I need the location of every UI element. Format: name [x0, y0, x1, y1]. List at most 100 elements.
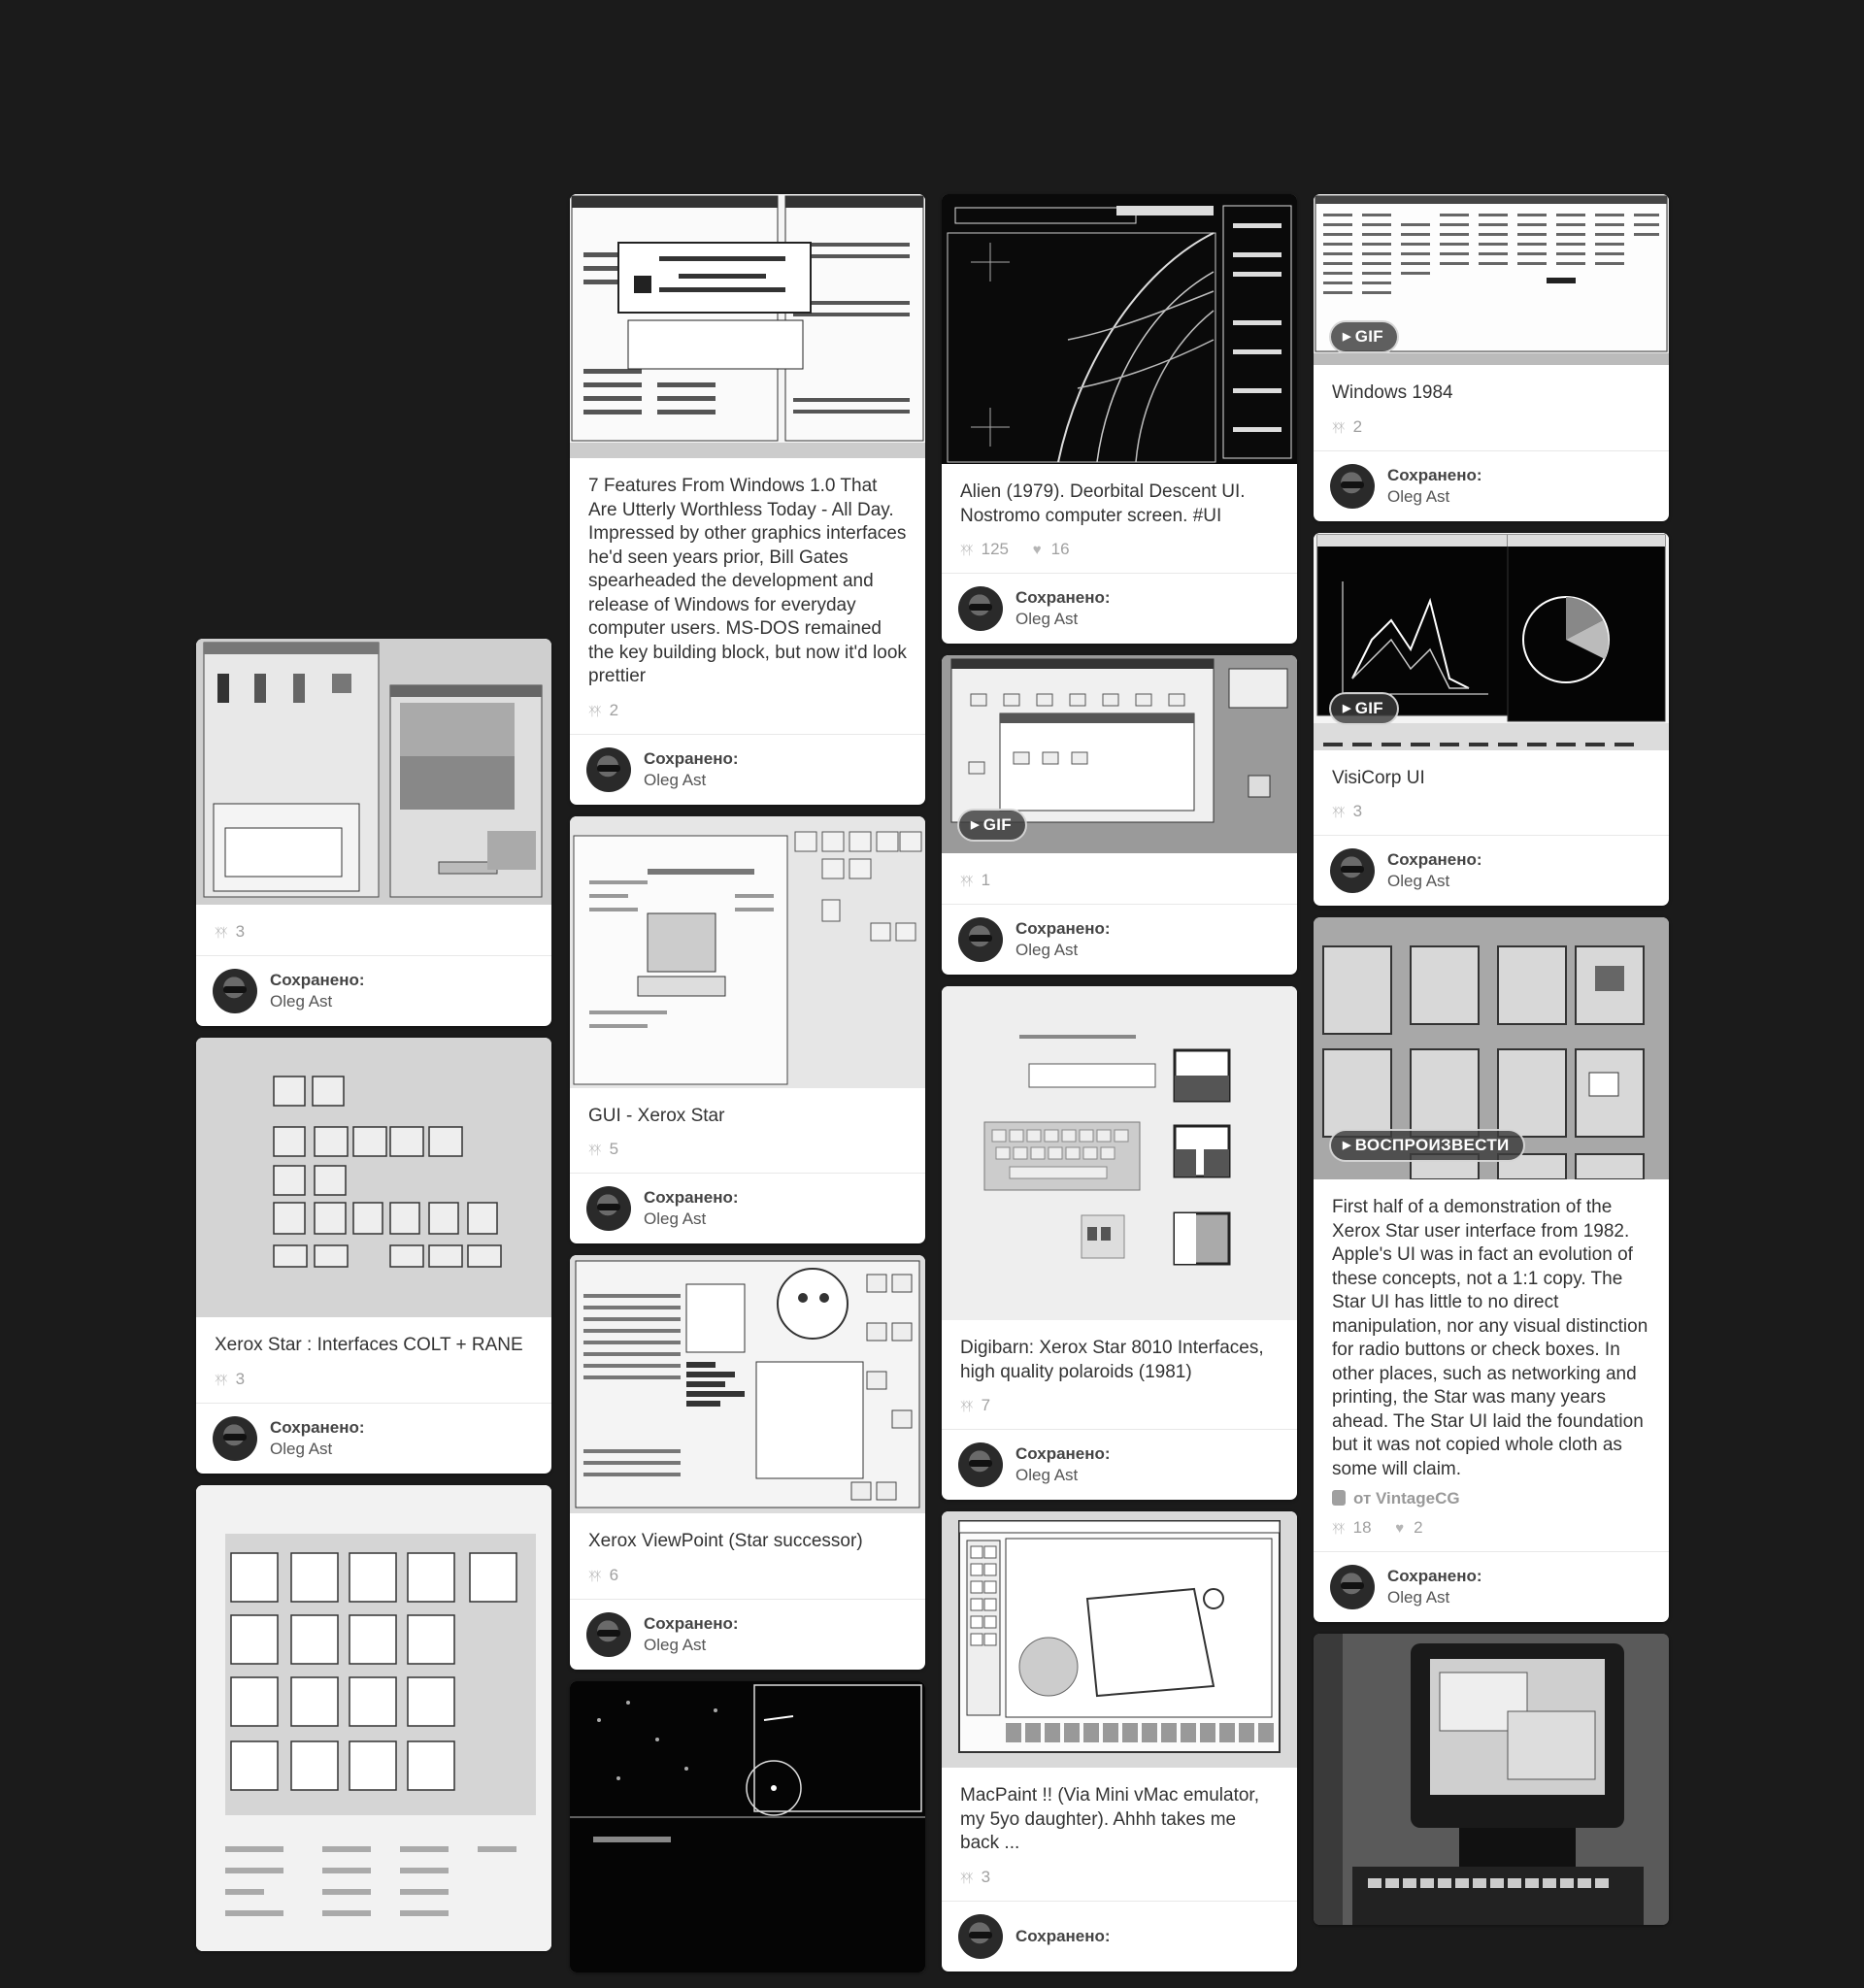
- avatar[interactable]: [958, 917, 1003, 962]
- pin-card[interactable]: [570, 1680, 925, 1972]
- repin-icon: ᛡᛡ: [215, 1372, 228, 1387]
- gif-badge[interactable]: ▶ GIF: [1329, 691, 1399, 725]
- pin-image[interactable]: ▶ GIF: [1314, 194, 1669, 365]
- pin-card[interactable]: [1314, 1634, 1669, 1925]
- pin-column-3: Alien (1979). Deorbital Descent UI. Nost…: [942, 194, 1297, 1983]
- pin-description: Digibarn: Xerox Star 8010 Interfaces, hi…: [960, 1338, 1264, 1382]
- pin-card[interactable]: Xerox Star : Interfaces COLT + RANE ᛡᛡ 3 …: [196, 1038, 551, 1474]
- avatar[interactable]: [958, 1913, 1003, 1959]
- repin-count: ᛡᛡ 6: [588, 1565, 619, 1584]
- pin-image[interactable]: [570, 1255, 925, 1513]
- saved-by[interactable]: Сохранено: Oleg Ast: [1314, 835, 1669, 906]
- saved-user[interactable]: Oleg Ast: [644, 770, 707, 789]
- avatar[interactable]: [958, 1442, 1003, 1487]
- repin-count: ᛡᛡ 3: [1332, 802, 1363, 820]
- pin-card[interactable]: 7 Features From Windows 1.0 That Are Utt…: [570, 194, 925, 805]
- pin-card[interactable]: ▶ GIF Windows 1984 ᛡᛡ 2 Сохранено: Oleg As…: [1314, 194, 1669, 521]
- pin-stats: ᛡᛡ 3: [196, 1364, 551, 1403]
- pin-card[interactable]: Xerox ViewPoint (Star successor) ᛡᛡ 6 Сох…: [570, 1255, 925, 1670]
- pin-image[interactable]: [196, 639, 551, 905]
- pin-card[interactable]: MacPaint !! (Via Mini vMac emulator, my …: [942, 1511, 1297, 1971]
- pin-image[interactable]: ▶ GIF: [942, 655, 1297, 853]
- repin-count: ᛡᛡ 1: [960, 871, 991, 889]
- pin-image[interactable]: [942, 1511, 1297, 1768]
- saved-user[interactable]: Oleg Ast: [1015, 1466, 1079, 1484]
- pin-card[interactable]: ▶ GIF VisiCorp UI ᛡᛡ 3 Сохранено: Oleg Ast: [1314, 532, 1669, 906]
- saved-by[interactable]: Сохранено: Oleg Ast: [196, 955, 551, 1026]
- saved-user[interactable]: Oleg Ast: [644, 1209, 707, 1228]
- pin-stats: ᛡᛡ 18 ♥ 2: [1314, 1512, 1669, 1551]
- repin-icon: ᛡᛡ: [588, 1143, 602, 1157]
- avatar[interactable]: [1330, 463, 1375, 509]
- repin-count: ᛡᛡ 2: [1332, 416, 1363, 436]
- pin-image[interactable]: [570, 1680, 925, 1972]
- avatar[interactable]: [1330, 848, 1375, 893]
- saved-user[interactable]: Oleg Ast: [1015, 610, 1079, 628]
- saved-by[interactable]: Сохранено: Oleg Ast: [942, 904, 1297, 975]
- pin-card[interactable]: ▶ ВОСПРОИЗВЕСТИ First half of a demonstra…: [1314, 917, 1669, 1622]
- pin-card[interactable]: GUI - Xerox Star ᛡᛡ 5 Сохранено: Oleg Ast: [570, 815, 925, 1243]
- pin-image[interactable]: [942, 986, 1297, 1320]
- saved-user[interactable]: Oleg Ast: [644, 1635, 707, 1654]
- saved-label: Сохранено:: [644, 748, 739, 768]
- saved-user[interactable]: Oleg Ast: [1387, 486, 1450, 506]
- pin-source[interactable]: от VintageCG: [1314, 1487, 1669, 1512]
- avatar[interactable]: [586, 1611, 631, 1657]
- pin-card[interactable]: ▶ GIF ᛡᛡ 1 Сохранено: Oleg Ast: [942, 655, 1297, 975]
- saved-by[interactable]: Сохранено: Oleg Ast: [570, 733, 925, 805]
- pin-image[interactable]: [1314, 1634, 1669, 1925]
- pin-card[interactable]: Alien (1979). Deorbital Descent UI. Nost…: [942, 194, 1297, 644]
- pin-image[interactable]: [942, 194, 1297, 464]
- pin-description: Windows 1984: [1332, 382, 1453, 403]
- saved-by[interactable]: Сохранено: Oleg Ast: [1314, 1551, 1669, 1622]
- saved-user[interactable]: Oleg Ast: [1015, 941, 1079, 959]
- avatar[interactable]: [213, 1415, 257, 1461]
- saved-by[interactable]: Сохранено: Oleg Ast: [570, 1598, 925, 1670]
- saved-label: Сохранено:: [644, 1188, 739, 1207]
- saved-user[interactable]: Oleg Ast: [270, 1439, 333, 1458]
- gif-badge[interactable]: ▶ GIF: [957, 809, 1027, 842]
- saved-by[interactable]: Сохранено: Oleg Ast: [1314, 449, 1669, 521]
- pin-image[interactable]: ▶ GIF: [1314, 532, 1669, 750]
- pin-image[interactable]: [570, 194, 925, 458]
- avatar[interactable]: [958, 586, 1003, 631]
- pin-card[interactable]: ᛡᛡ 3 Сохранено: Oleg Ast: [196, 639, 551, 1026]
- pin-column-2: 7 Features From Windows 1.0 That Are Utt…: [570, 194, 925, 1984]
- avatar[interactable]: [1330, 1565, 1375, 1609]
- play-badge[interactable]: ▶ ВОСПРОИЗВЕСТИ: [1329, 1129, 1525, 1162]
- pin-description: Xerox Star : Interfaces COLT + RANE: [215, 1335, 523, 1355]
- saved-by[interactable]: Сохранено: Oleg Ast: [942, 573, 1297, 644]
- repin-count: ᛡᛡ 7: [960, 1396, 991, 1414]
- pin-card[interactable]: Digibarn: Xerox Star 8010 Interfaces, hi…: [942, 986, 1297, 1500]
- pin-card[interactable]: [196, 1484, 551, 1951]
- saved-label: Сохранено:: [270, 1417, 365, 1437]
- pin-stats: ᛡᛡ 7: [942, 1390, 1297, 1429]
- pin-description: First half of a demonstration of the Xer…: [1332, 1197, 1648, 1479]
- pin-description: 7 Features From Windows 1.0 That Are Utt…: [588, 476, 907, 686]
- saved-by[interactable]: Сохранено:: [942, 1900, 1297, 1971]
- saved-by[interactable]: Сохранено: Oleg Ast: [942, 1429, 1297, 1500]
- saved-label: Сохранено:: [1015, 919, 1111, 938]
- avatar[interactable]: [586, 746, 631, 792]
- pin-image[interactable]: ▶ ВОСПРОИЗВЕСТИ: [1314, 917, 1669, 1179]
- pin-image[interactable]: [196, 1038, 551, 1317]
- repin-count: ᛡᛡ 3: [960, 1867, 991, 1886]
- saved-user[interactable]: Oleg Ast: [1387, 1588, 1450, 1607]
- pin-stats: ᛡᛡ 125 ♥ 16: [942, 534, 1297, 573]
- repin-count: ᛡᛡ 5: [588, 1140, 619, 1158]
- pin-image[interactable]: [570, 815, 925, 1088]
- like-count: ♥ 16: [1032, 540, 1070, 558]
- pin-image[interactable]: [196, 1484, 551, 1951]
- heart-icon: ♥: [1395, 1520, 1405, 1537]
- saved-user[interactable]: Oleg Ast: [1387, 872, 1450, 890]
- gif-badge[interactable]: ▶ GIF: [1329, 320, 1399, 353]
- pin-description: GUI - Xerox Star: [588, 1105, 725, 1126]
- saved-by[interactable]: Сохранено: Oleg Ast: [570, 1173, 925, 1243]
- saved-by[interactable]: Сохранено: Oleg Ast: [196, 1402, 551, 1474]
- repin-icon: ᛡᛡ: [960, 1870, 974, 1885]
- pin-stats: ᛡᛡ 5: [570, 1134, 925, 1173]
- avatar[interactable]: [213, 969, 257, 1013]
- avatar[interactable]: [586, 1186, 631, 1231]
- saved-user[interactable]: Oleg Ast: [270, 992, 333, 1011]
- saved-label: Сохранено:: [1387, 850, 1482, 869]
